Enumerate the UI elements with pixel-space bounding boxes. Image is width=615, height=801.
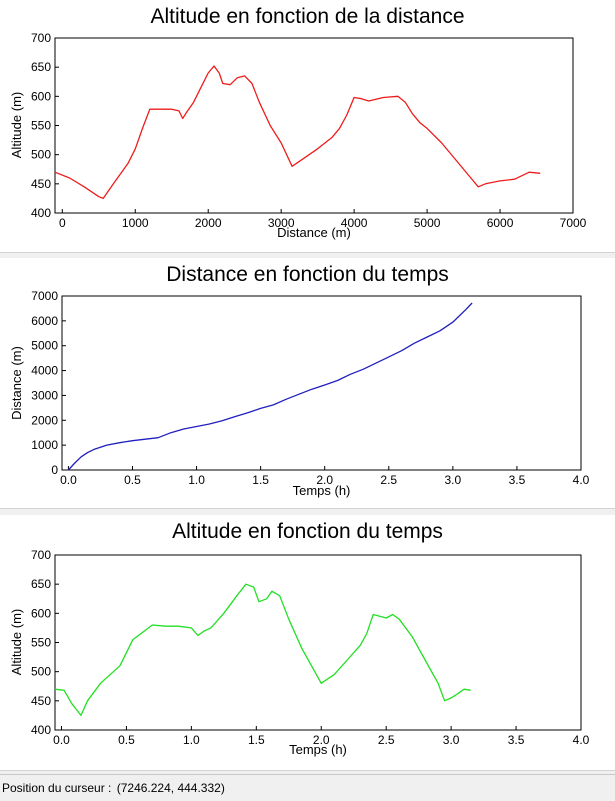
x-tick-label: 3000 [268, 216, 295, 230]
y-tick-label: 700 [31, 548, 51, 562]
chart-distance-time: 0.0 0.5 1.0 1.5 2.0 2.5 3.0 3.5 4.0 0 1000 2000 3000… [9, 289, 590, 498]
cursor-position-label: Position du curseur : [2, 781, 115, 795]
x-tick-label: 4.0 [573, 733, 590, 747]
y-tick-label: 400 [31, 723, 51, 737]
y-tick-label: 500 [31, 665, 51, 679]
x-axis-label: Distance (m) [277, 225, 351, 240]
x-tick-label: 3.0 [445, 473, 462, 487]
x-tick-label: 0 [59, 216, 66, 230]
x-tick-label: 2.5 [378, 733, 395, 747]
y-tick-label: 500 [31, 148, 51, 162]
x-tick-label: 1.0 [183, 733, 200, 747]
y-tick-label: 550 [31, 119, 51, 133]
x-tick-label: 2.0 [313, 733, 330, 747]
x-axis-label: Temps (h) [293, 483, 351, 498]
x-tick-label: 4.0 [573, 473, 590, 487]
status-bar: Position du curseur : (7246.224, 444.332… [0, 774, 615, 801]
series-line [67, 302, 473, 471]
x-tick-label: 3.5 [508, 733, 525, 747]
series-line [54, 65, 541, 200]
y-tick-label: 7000 [31, 289, 58, 303]
y-tick-label: 400 [31, 206, 51, 220]
x-tick-label: 1.5 [248, 733, 265, 747]
x-axis-label: Temps (h) [289, 742, 347, 757]
y-tick-label: 650 [31, 60, 51, 74]
y-tick-label: 450 [31, 177, 51, 191]
plot-area [54, 37, 574, 214]
series-line [54, 583, 471, 717]
x-tick-label: 2000 [195, 216, 222, 230]
x-tick-label: 3.0 [443, 733, 460, 747]
x-tick-label: 3.5 [509, 473, 526, 487]
y-tick-label: 3000 [31, 388, 58, 402]
y-tick-label: 1000 [31, 438, 58, 452]
y-tick-label: 0 [51, 463, 58, 477]
chart-panel-altitude-distance: Altitude en fonction de la distance 0 100… [0, 0, 615, 253]
y-tick-label: 2000 [31, 413, 58, 427]
cursor-position-value: (7246.224, 444.332) [116, 781, 225, 795]
y-tick-label: 600 [31, 606, 51, 620]
x-tick-label: 7000 [560, 216, 587, 230]
chart-title: Altitude en fonction de la distance [150, 5, 465, 28]
x-tick-label: 5000 [414, 216, 441, 230]
x-tick-label: 0.0 [53, 733, 70, 747]
y-tick-label: 5000 [31, 339, 58, 353]
x-tick-label: 6000 [487, 216, 514, 230]
chart-panel-distance-time: Distance en fonction du temps 0.0 0.5 1.0 1… [0, 258, 615, 509]
x-tick-label: 1000 [122, 216, 149, 230]
x-tick-label: 1.5 [252, 473, 269, 487]
chart-title: Distance en fonction du temps [166, 263, 449, 286]
y-axis-label: Distance (m) [9, 346, 24, 420]
x-tick-label: 0.5 [118, 733, 135, 747]
chart-title: Altitude en fonction du temps [172, 520, 443, 543]
y-axis-label: Altitude (m) [9, 92, 24, 158]
plot-area [54, 554, 582, 731]
y-tick-label: 6000 [31, 314, 58, 328]
x-tick-label: 2.0 [316, 473, 333, 487]
plot-area [61, 295, 582, 471]
chart-panel-altitude-time: Altitude en fonction du temps 0.0 0.5 1.0 1… [0, 515, 615, 771]
y-tick-label: 550 [31, 636, 51, 650]
y-axis-label: Altitude (m) [9, 609, 24, 675]
y-tick-label: 450 [31, 694, 51, 708]
y-tick-label: 650 [31, 577, 51, 591]
x-tick-label: 0.0 [60, 473, 77, 487]
y-tick-label: 600 [31, 89, 51, 103]
y-tick-label: 700 [31, 31, 51, 45]
chart-altitude-time: 0.0 0.5 1.0 1.5 2.0 2.5 3.0 3.5 4.0 400 450 500 550 6… [9, 548, 590, 757]
chart-altitude-distance: 0 1000 2000 3000 4000 5000 6000 7000 400 450 500 55… [9, 31, 587, 240]
x-tick-label: 1.0 [188, 473, 205, 487]
y-tick-label: 4000 [31, 364, 58, 378]
x-tick-label: 4000 [341, 216, 368, 230]
x-tick-label: 2.5 [380, 473, 397, 487]
x-tick-label: 0.5 [124, 473, 141, 487]
